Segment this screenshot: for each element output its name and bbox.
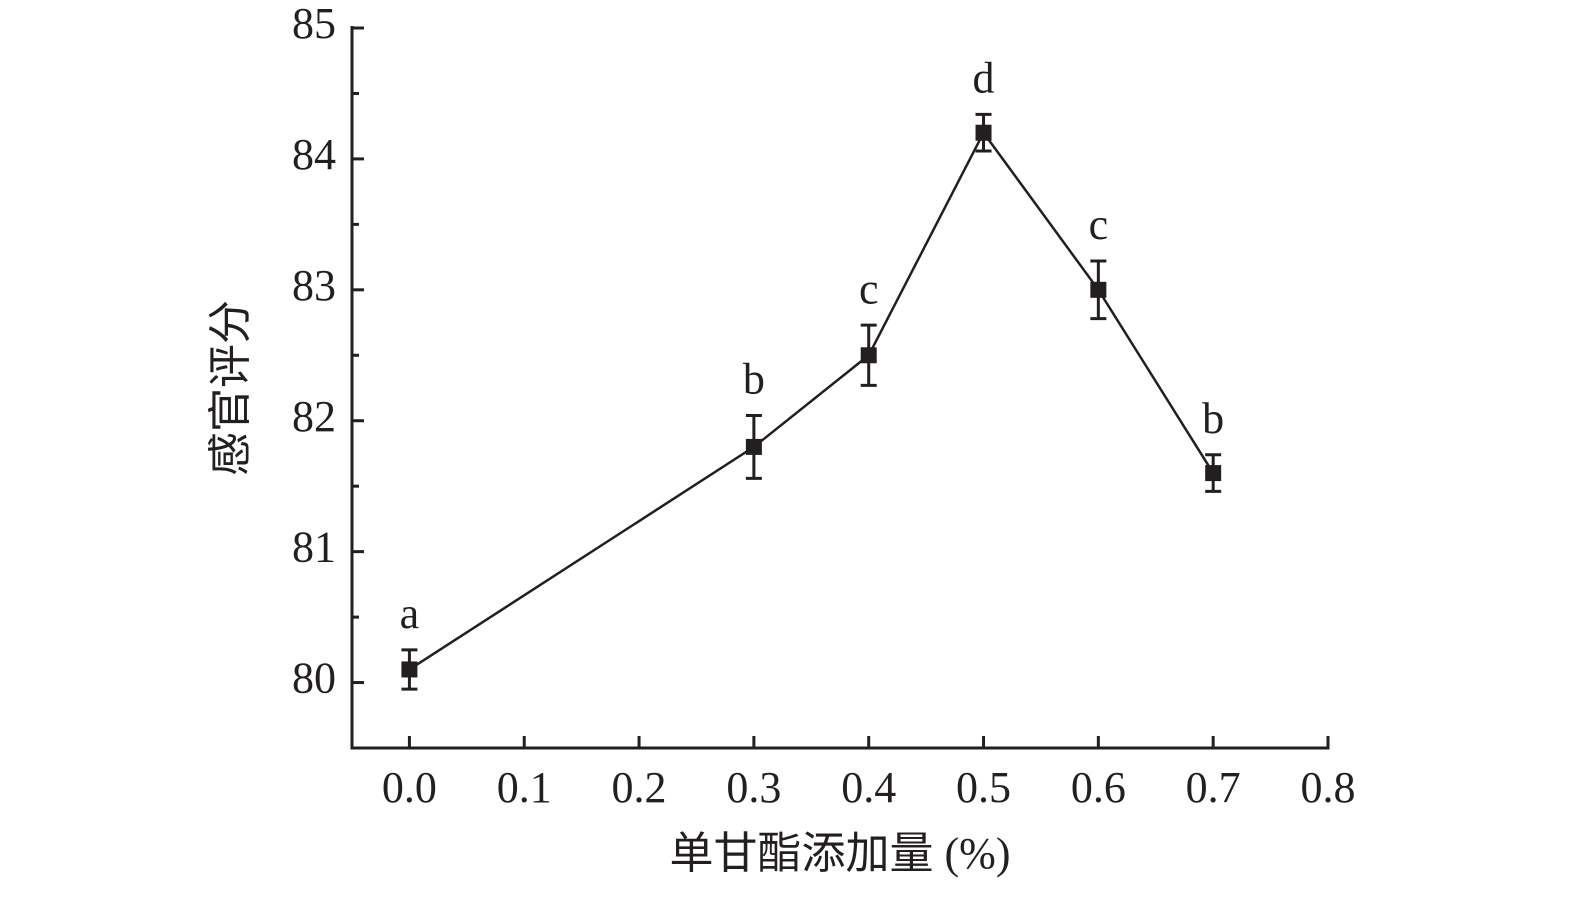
annotation: c [1089, 200, 1109, 249]
x-tick-label: 0.1 [497, 763, 552, 812]
x-axis-label: 单甘酯添加量 (%) [670, 829, 1011, 878]
y-tick-label: 80 [292, 654, 336, 703]
x-tick-label: 0.5 [956, 763, 1011, 812]
y-tick-label: 82 [292, 392, 336, 441]
x-tick-label: 0.7 [1186, 763, 1241, 812]
marker [401, 661, 418, 678]
marker [745, 438, 762, 455]
annotation: c [859, 264, 879, 313]
x-tick-label: 0.3 [726, 763, 781, 812]
marker [860, 347, 877, 364]
annotation: d [973, 53, 995, 102]
annotation: b [1202, 394, 1224, 443]
x-tick-label: 0.8 [1301, 763, 1356, 812]
y-tick-label: 81 [292, 523, 336, 572]
y-tick-label: 85 [292, 0, 336, 48]
x-tick-label: 0.4 [841, 763, 896, 812]
x-tick-label: 0.6 [1071, 763, 1126, 812]
y-axis-label: 感官评分 [206, 300, 255, 476]
line [408, 130, 1215, 671]
annotation: a [400, 589, 420, 638]
marker [1090, 281, 1107, 298]
y-tick-label: 83 [292, 261, 336, 310]
x-tick-label: 0.2 [612, 763, 667, 812]
y-tick-label: 84 [292, 130, 336, 179]
annotation: b [743, 355, 765, 404]
marker [1205, 465, 1222, 482]
x-tick-label: 0.0 [382, 763, 437, 812]
marker [975, 124, 992, 141]
